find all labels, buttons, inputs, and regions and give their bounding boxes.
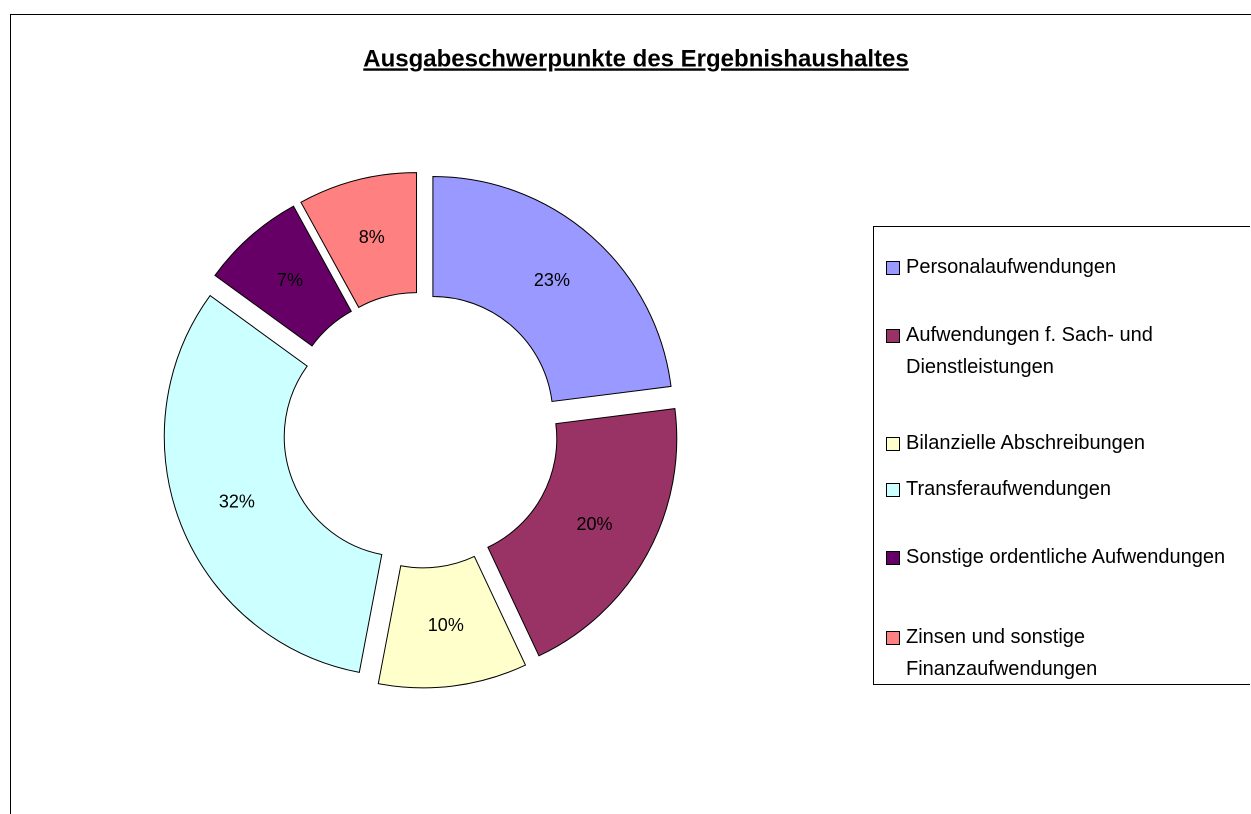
legend-entry: Personalaufwendungen (886, 251, 1246, 283)
data-label: 32% (219, 492, 255, 512)
legend: Personalaufwendungen Aufwendungen f. Sach… (873, 226, 1250, 685)
legend-entry: Zinsen und sonstige Finanzaufwendungen (886, 621, 1246, 685)
data-label: 8% (359, 227, 385, 247)
chart-title: Ausgabeschwerpunkte des Ergebnishaushalt… (363, 45, 909, 72)
legend-label: Zinsen und sonstige Finanzaufwendungen (906, 626, 1098, 680)
legend-entry: Bilanzielle Abschreibungen (886, 427, 1246, 459)
data-label: 7% (277, 270, 303, 290)
legend-label: Transferaufwendungen (906, 478, 1111, 500)
data-label: 10% (428, 615, 464, 635)
legend-label: Personalaufwendungen (906, 256, 1117, 278)
legend-entry: Transferaufwendungen (886, 473, 1246, 505)
legend-swatch (886, 551, 900, 565)
donut-slice (300, 172, 418, 309)
data-label: 23% (534, 270, 570, 290)
donut-slice (214, 205, 352, 347)
legend-entry: Aufwendungen f. Sach- und Dienstleistung… (886, 319, 1246, 383)
donut-slice (163, 294, 383, 673)
data-label: 20% (576, 514, 612, 534)
legend-swatch (886, 483, 900, 497)
donut-slice (377, 555, 527, 689)
legend-label: Aufwendungen f. Sach- und Dienstleistung… (906, 324, 1153, 378)
legend-label: Bilanzielle Abschreibungen (906, 432, 1146, 454)
legend-swatch (886, 329, 900, 343)
legend-swatch (886, 261, 900, 275)
frame (10, 14, 1251, 814)
legend-entry: Sonstige ordentliche Aufwendungen (886, 541, 1246, 573)
legend-swatch (886, 631, 900, 645)
donut-slice (487, 408, 678, 657)
legend-swatch (886, 437, 900, 451)
legend-label: Sonstige ordentliche Aufwendungen (906, 546, 1226, 568)
donut-slice (432, 175, 672, 403)
